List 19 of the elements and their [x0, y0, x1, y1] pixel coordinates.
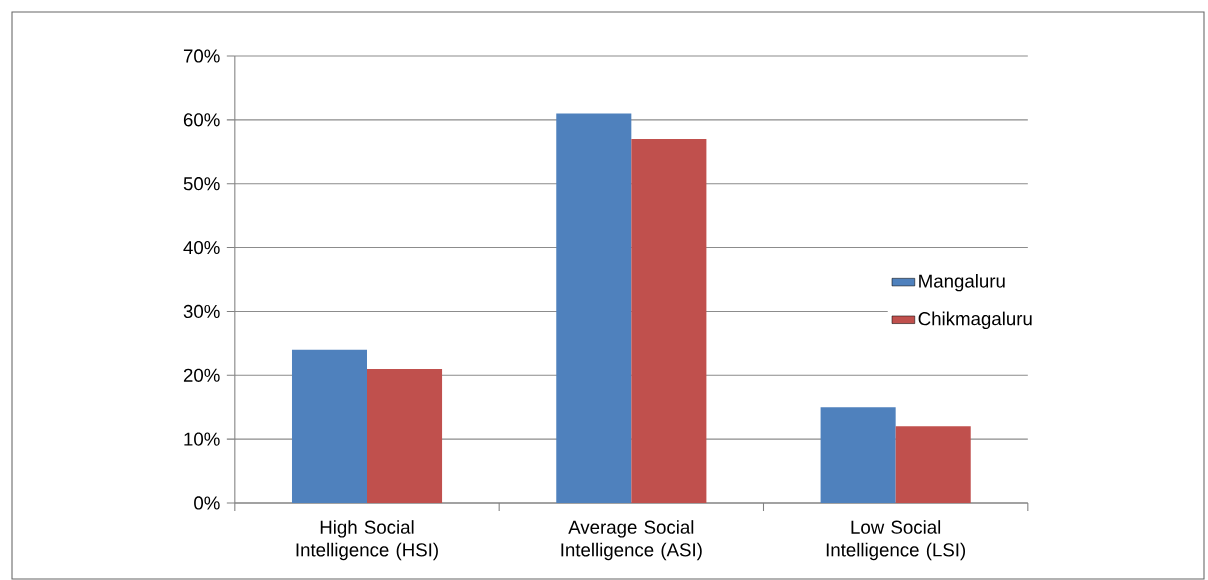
x-tick-label: Average Social Intelligence (ASI) — [561, 520, 702, 561]
x-tick-label: Low Social Intelligence (LSI) — [826, 520, 966, 561]
y-tick-label: 70% — [183, 49, 220, 63]
y-tick-label: 30% — [183, 304, 220, 319]
legend-label: Mangaluru — [919, 273, 1005, 292]
bar — [291, 349, 367, 503]
y-tick-label: 40% — [183, 240, 220, 255]
bar — [631, 139, 707, 503]
x-tick-label: High Social Intelligence (HSI) — [296, 520, 438, 561]
y-tick-label: 0% — [194, 496, 220, 510]
y-tick-label: 10% — [184, 432, 220, 446]
y-tick-label: 50% — [183, 177, 220, 191]
bar — [895, 426, 971, 503]
y-tick-label: 20% — [183, 368, 220, 382]
bar — [820, 407, 896, 503]
bar — [556, 113, 632, 503]
bar — [367, 368, 443, 503]
legend-label: Chikmagaluru — [918, 311, 1032, 330]
y-tick-label: 60% — [183, 113, 220, 127]
